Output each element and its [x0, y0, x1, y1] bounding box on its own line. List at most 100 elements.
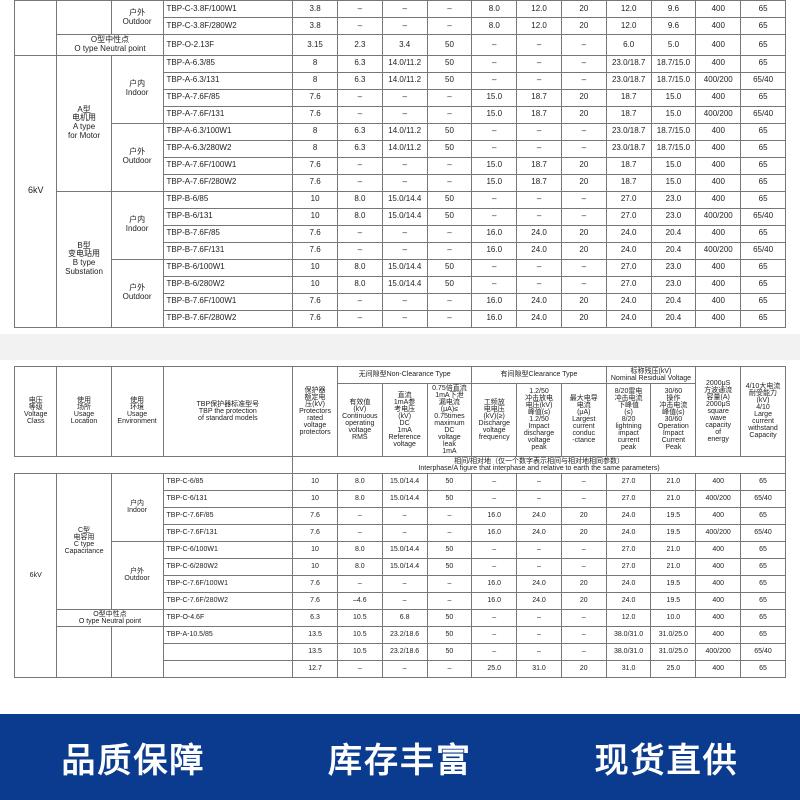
model-cell: TBP-B-6/100W1: [163, 259, 293, 276]
value-cell: 23.2/18.6: [382, 643, 427, 660]
value-cell: 18.7: [606, 106, 651, 123]
value-cell: 12.0: [517, 18, 562, 35]
value-cell: –: [382, 174, 427, 191]
value-cell: 24.0: [606, 242, 651, 259]
value-cell: 20: [561, 18, 606, 35]
value-cell: 65: [741, 89, 786, 106]
hdr-usage-env: 使用环境UsageEnvironment: [111, 366, 163, 456]
value-cell: 400: [696, 157, 741, 174]
value-cell: 12.0: [517, 1, 562, 18]
value-cell: 23.0/18.7: [606, 72, 651, 89]
otype-label: O型中性点O type Neutral point: [57, 609, 163, 626]
value-cell: –: [337, 106, 382, 123]
value-cell: 20.4: [651, 225, 696, 242]
value-cell: 6.3: [337, 140, 382, 157]
voltage-class-6kv: 6kV: [15, 473, 57, 677]
voltage-class-cell: [15, 1, 57, 56]
value-cell: 20.4: [651, 310, 696, 327]
value-cell: 15.0: [651, 106, 696, 123]
value-cell: 27.0: [606, 490, 651, 507]
hdr-cl-group: 有间隙型Clearance Type: [472, 366, 606, 383]
value-cell: 3.8: [293, 18, 338, 35]
footer-text-3: 现货直供: [533, 733, 800, 782]
value-cell: 8.0: [337, 208, 382, 225]
value-cell: –: [382, 507, 427, 524]
value-cell: 18.7: [517, 157, 562, 174]
value-cell: 31.0/25.0: [651, 626, 696, 643]
value-cell: 24.0: [606, 592, 651, 609]
value-cell: 3.15: [293, 35, 338, 56]
value-cell: 400: [696, 558, 741, 575]
value-cell: –: [427, 174, 472, 191]
value-cell: 400: [696, 259, 741, 276]
value-cell: 400: [696, 609, 741, 626]
value-cell: 50: [427, 276, 472, 293]
model-cell: TBP-C-3.8F/100W1: [163, 1, 293, 18]
value-cell: 8: [293, 72, 338, 89]
hdr-nc-group: 无间隙型Non-Clearance Type: [337, 366, 471, 383]
value-cell: 400: [696, 174, 741, 191]
value-cell: 50: [427, 473, 472, 490]
value-cell: 400: [696, 89, 741, 106]
value-cell: 14.0/11.2: [382, 55, 427, 72]
value-cell: 50: [427, 626, 472, 643]
value-cell: 19.5: [651, 575, 696, 592]
value-cell: 400: [696, 293, 741, 310]
value-cell: 65: [741, 55, 786, 72]
value-cell: –: [382, 293, 427, 310]
value-cell: 400: [696, 140, 741, 157]
value-cell: 7.6: [293, 89, 338, 106]
value-cell: 19.5: [651, 524, 696, 541]
value-cell: 8.0: [337, 276, 382, 293]
value-cell: –: [427, 524, 472, 541]
value-cell: 10.5: [337, 626, 382, 643]
hdr-col: 30/60操作冲击电流峰值(≤)30/60OperationImpactCurr…: [651, 383, 696, 456]
value-cell: 24.0: [517, 507, 562, 524]
value-cell: 24.0: [517, 310, 562, 327]
value-cell: 18.7: [517, 89, 562, 106]
value-cell: –: [427, 157, 472, 174]
value-cell: –: [561, 72, 606, 89]
value-cell: 18.7: [517, 174, 562, 191]
value-cell: 19.5: [651, 592, 696, 609]
hdr-col: 保护器额定电压(kV)Protectorsratedvoltageprotect…: [293, 366, 338, 456]
env-outdoor-cell: 户外Outdoor: [111, 259, 163, 327]
value-cell: 27.0: [606, 541, 651, 558]
value-cell: –: [337, 293, 382, 310]
value-cell: 400: [696, 35, 741, 56]
env-indoor-cell: 户内Indoor: [111, 55, 163, 123]
value-cell: 65: [741, 575, 786, 592]
value-cell: 65: [741, 310, 786, 327]
value-cell: –: [561, 626, 606, 643]
value-cell: 18.7/15.0: [651, 123, 696, 140]
value-cell: 15.0: [472, 174, 517, 191]
value-cell: –: [337, 157, 382, 174]
value-cell: 24.0: [606, 524, 651, 541]
value-cell: 65/40: [741, 524, 786, 541]
value-cell: 15.0/14.4: [382, 490, 427, 507]
value-cell: –: [561, 643, 606, 660]
value-cell: 7.6: [293, 225, 338, 242]
value-cell: –: [472, 35, 517, 56]
value-cell: 14.0/11.2: [382, 72, 427, 89]
value-cell: 24.0: [517, 293, 562, 310]
value-cell: 7.6: [293, 174, 338, 191]
value-cell: 65: [741, 140, 786, 157]
value-cell: –: [561, 123, 606, 140]
value-cell: 400: [696, 225, 741, 242]
otype-label: O型中性点O type Neutral point: [57, 35, 163, 56]
value-cell: 7.6: [293, 507, 338, 524]
value-cell: 24.0: [517, 524, 562, 541]
value-cell: –: [427, 225, 472, 242]
value-cell: 20: [561, 310, 606, 327]
model-cell: TBP-C-6/85: [163, 473, 293, 490]
value-cell: 8.0: [472, 18, 517, 35]
value-cell: 20: [561, 174, 606, 191]
value-cell: 400: [696, 310, 741, 327]
value-cell: 18.7/15.0: [651, 140, 696, 157]
value-cell: 7.6: [293, 310, 338, 327]
model-cell: TBP-A-6.3/280W2: [163, 140, 293, 157]
value-cell: –: [382, 524, 427, 541]
value-cell: 10: [293, 541, 338, 558]
value-cell: –: [427, 106, 472, 123]
